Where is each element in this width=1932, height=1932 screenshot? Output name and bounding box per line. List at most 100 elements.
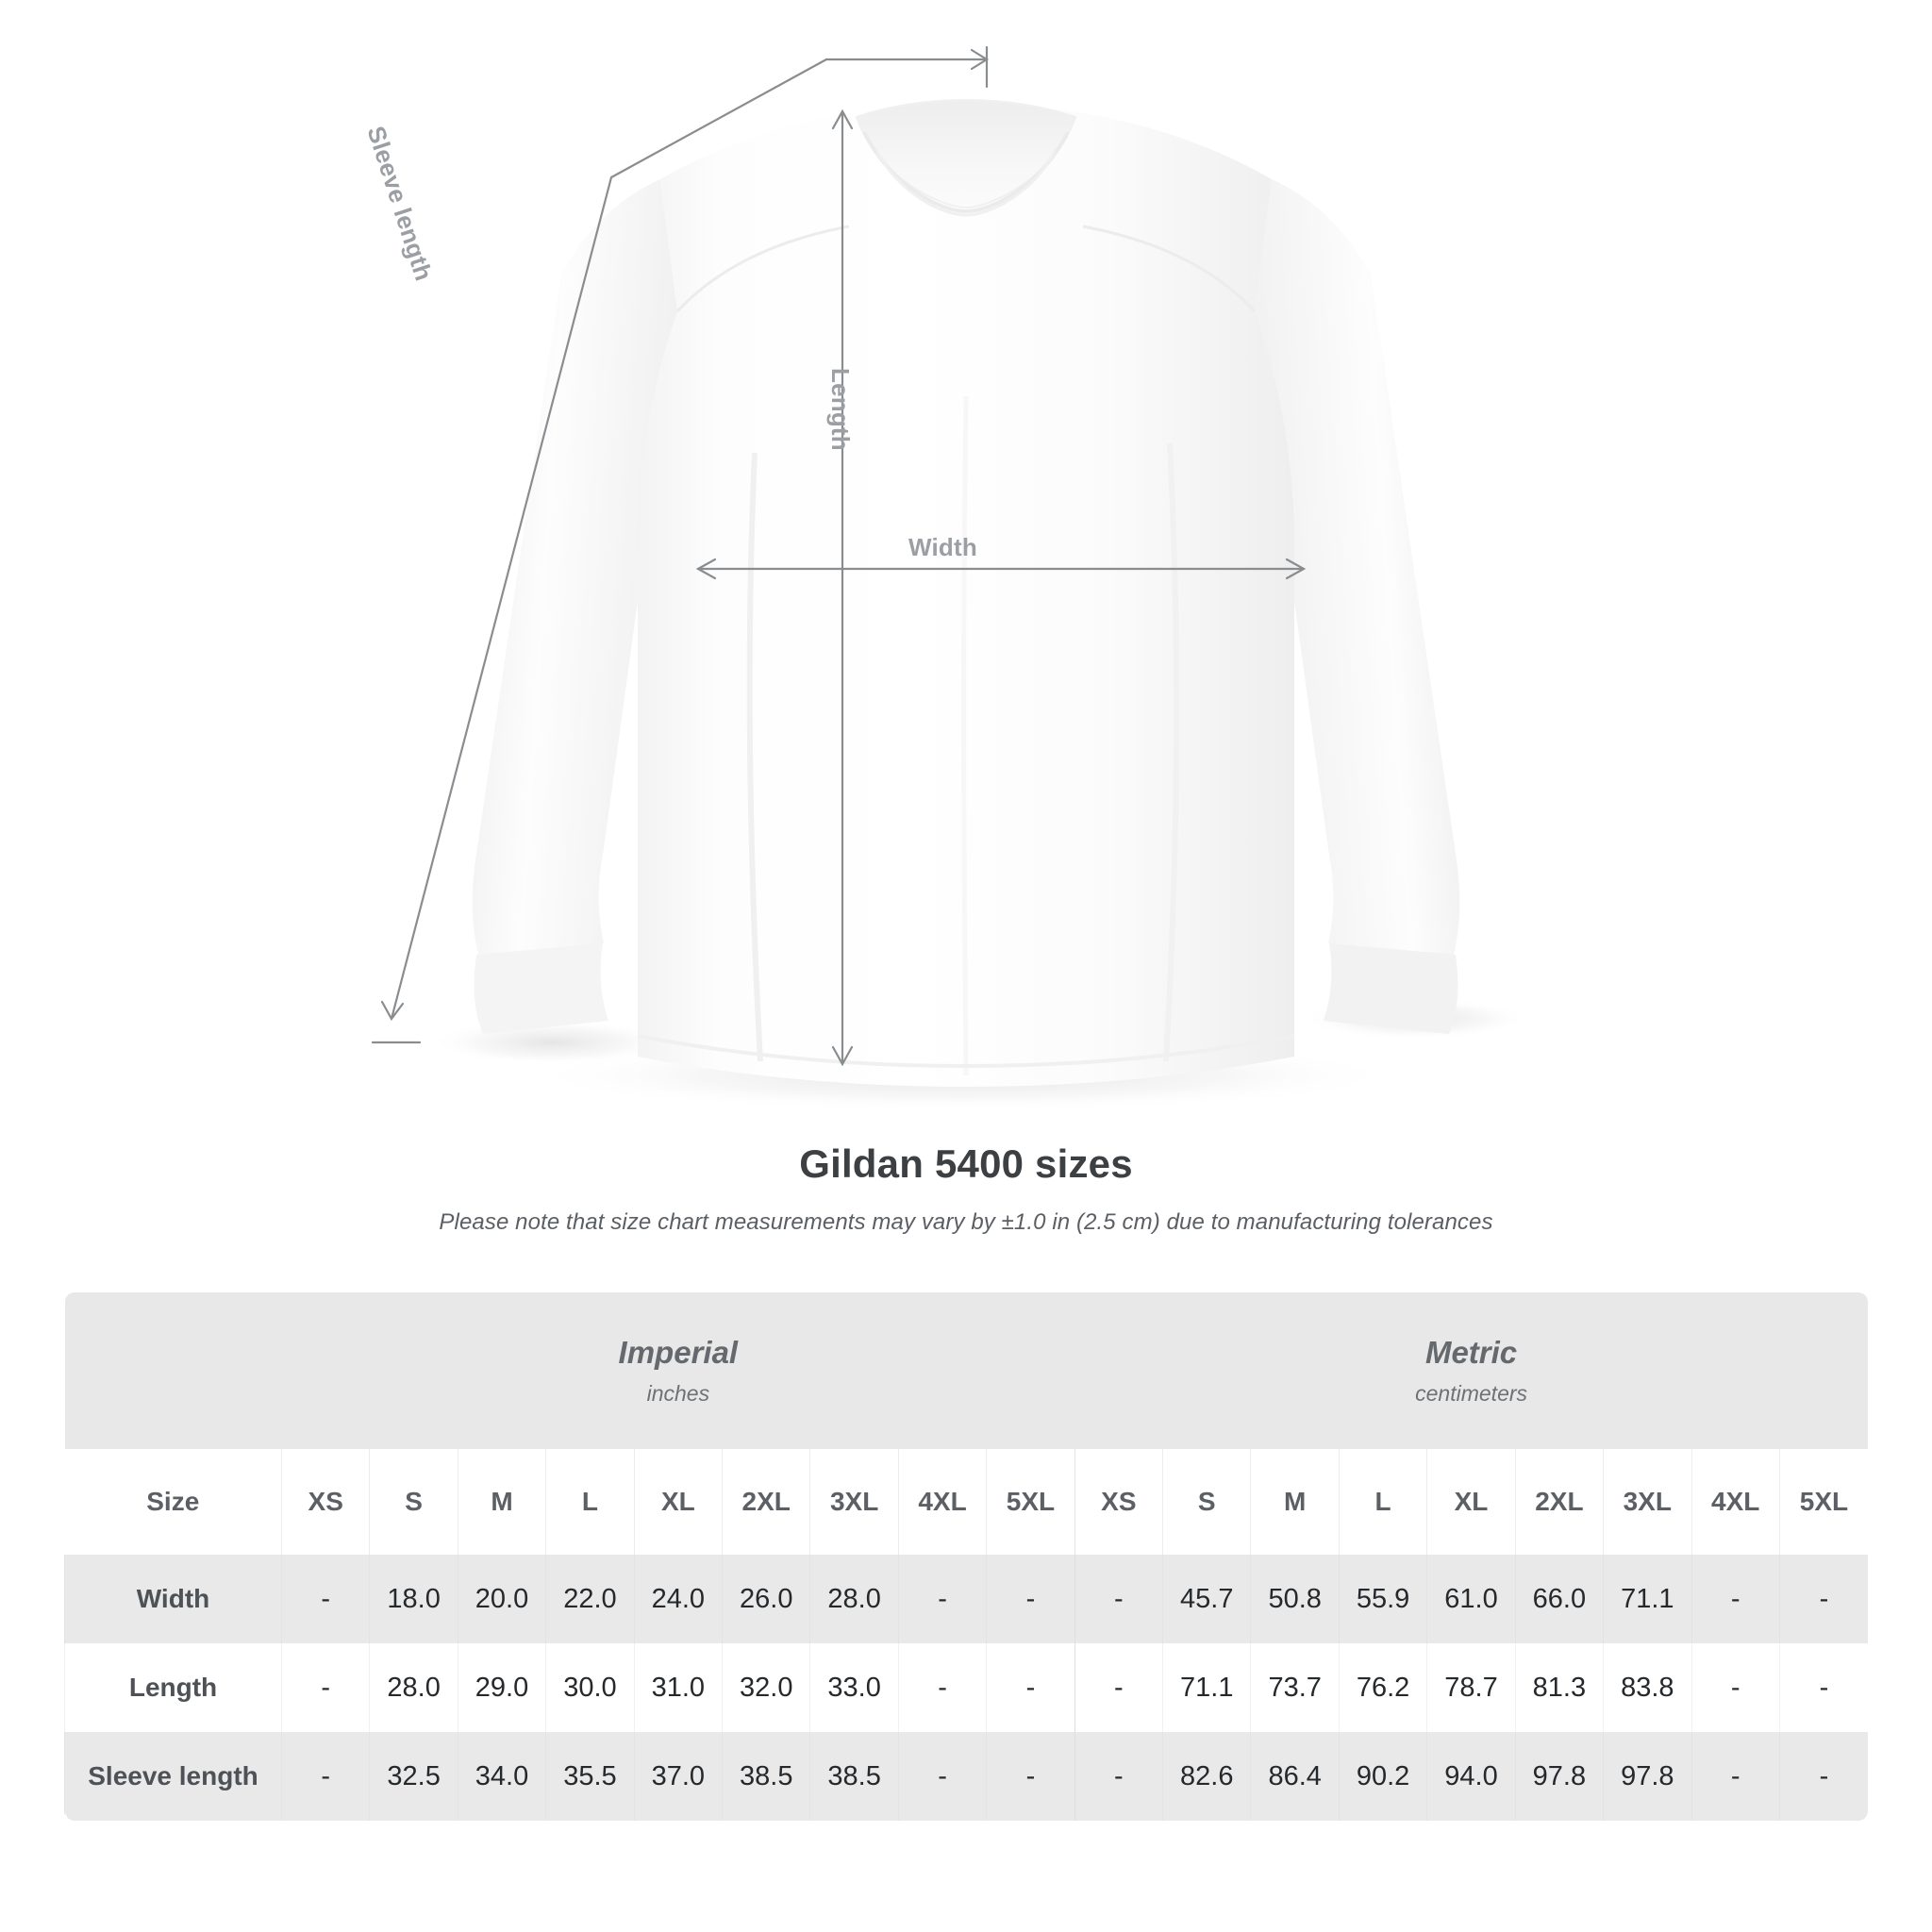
size-header-imperial-4xl: 4XL	[897, 1449, 987, 1555]
cell-imperial-xs: -	[280, 1555, 370, 1643]
cell-imperial-xl: 37.0	[633, 1732, 723, 1821]
cell-imperial-s: 32.5	[369, 1732, 458, 1821]
width-guide	[695, 558, 1307, 580]
size-header-row: Size XS S M L XL 2XL 3XL 4XL 5XL XS S M L XL 2XL 3XL 4XL…	[64, 1449, 1868, 1555]
size-header-metric-l: L	[1338, 1449, 1427, 1555]
unit-banner-spacer	[64, 1292, 282, 1449]
cell-metric-xs: -	[1074, 1555, 1163, 1643]
cell-imperial-l: 22.0	[545, 1555, 635, 1643]
size-header-imperial-5xl: 5XL	[986, 1449, 1075, 1555]
cell-metric-l: 55.9	[1338, 1555, 1427, 1643]
sleeve-guide-diagonal	[390, 58, 828, 1021]
cell-metric-xl: 94.0	[1426, 1732, 1516, 1821]
size-chart-table: Imperial inches Metric centimeters Size …	[64, 1292, 1868, 1821]
cell-metric-s: 71.1	[1162, 1643, 1251, 1732]
size-header-metric-xl: XL	[1426, 1449, 1516, 1555]
cell-imperial-xs: -	[280, 1732, 370, 1821]
cell-imperial-4xl: -	[897, 1732, 987, 1821]
cell-metric-4xl: -	[1690, 1643, 1780, 1732]
cell-imperial-xs: -	[280, 1643, 370, 1732]
cell-imperial-3xl: 28.0	[809, 1555, 899, 1643]
cell-metric-m: 50.8	[1250, 1555, 1340, 1643]
size-header-metric-5xl: 5XL	[1778, 1449, 1868, 1555]
unit-banner-metric: Metric centimeters	[1074, 1292, 1868, 1449]
unit-name-metric: Metric	[1424, 1334, 1518, 1370]
cell-metric-5xl: -	[1778, 1555, 1868, 1643]
heading-block: Gildan 5400 sizes Please note that size …	[0, 1141, 1932, 1236]
table-row: Sleeve length -32.5 34.0 35.5 37.0 38.5 38.5- -…	[64, 1732, 1868, 1821]
cell-metric-m: 86.4	[1250, 1732, 1340, 1821]
cell-imperial-2xl: 26.0	[722, 1555, 810, 1643]
cell-imperial-l: 35.5	[545, 1732, 635, 1821]
cell-metric-m: 73.7	[1250, 1643, 1340, 1732]
cell-metric-2xl: 66.0	[1514, 1555, 1604, 1643]
cell-metric-5xl: -	[1778, 1732, 1868, 1821]
cell-imperial-2xl: 38.5	[722, 1732, 810, 1821]
length-label: Length	[826, 368, 855, 451]
cell-imperial-s: 28.0	[369, 1643, 458, 1732]
cell-metric-l: 76.2	[1338, 1643, 1427, 1732]
table-row: Width -18.0 20.0 22.0 24.0 26.0 28.0- - -45.7 50.…	[64, 1555, 1868, 1643]
unit-banner-imperial: Imperial inches	[281, 1292, 1075, 1449]
cell-metric-4xl: -	[1690, 1555, 1780, 1643]
row-label: Length	[64, 1643, 282, 1732]
cell-imperial-4xl: -	[897, 1555, 987, 1643]
cell-imperial-m: 34.0	[457, 1732, 546, 1821]
cell-imperial-3xl: 33.0	[809, 1643, 899, 1732]
size-header-label: Size	[64, 1449, 282, 1555]
cell-metric-4xl: -	[1690, 1732, 1780, 1821]
cell-metric-3xl: 71.1	[1603, 1555, 1691, 1643]
size-header-imperial-l: L	[545, 1449, 635, 1555]
garment-diagram: Sleeve length Length Width	[361, 45, 1528, 1111]
unit-sub-imperial: inches	[646, 1381, 710, 1407]
unit-name-imperial: Imperial	[618, 1334, 739, 1370]
cell-imperial-5xl: -	[986, 1732, 1075, 1821]
length-guide	[831, 108, 854, 1067]
cell-metric-xs: -	[1074, 1732, 1163, 1821]
cell-imperial-5xl: -	[986, 1555, 1075, 1643]
size-header-metric-xs: XS	[1074, 1449, 1163, 1555]
size-header-metric-2xl: 2XL	[1514, 1449, 1604, 1555]
left-sleeve	[472, 179, 677, 958]
cell-metric-xs: -	[1074, 1643, 1163, 1732]
cell-imperial-m: 29.0	[457, 1643, 546, 1732]
size-header-imperial-2xl: 2XL	[722, 1449, 810, 1555]
page-title: Gildan 5400 sizes	[799, 1141, 1133, 1186]
width-label: Width	[908, 533, 977, 561]
size-header-imperial-xs: XS	[280, 1449, 370, 1555]
size-header-imperial-s: S	[369, 1449, 458, 1555]
cell-metric-s: 82.6	[1162, 1732, 1251, 1821]
cell-metric-3xl: 83.8	[1603, 1643, 1691, 1732]
cell-metric-l: 90.2	[1338, 1732, 1427, 1821]
left-cuff	[474, 943, 608, 1034]
cell-metric-s: 45.7	[1162, 1555, 1251, 1643]
unit-banner-row: Imperial inches Metric centimeters	[64, 1292, 1868, 1449]
cell-metric-xl: 61.0	[1426, 1555, 1516, 1643]
cell-imperial-5xl: -	[986, 1643, 1075, 1732]
cell-metric-2xl: 81.3	[1514, 1643, 1604, 1732]
cell-metric-5xl: -	[1778, 1643, 1868, 1732]
cell-imperial-m: 20.0	[457, 1555, 546, 1643]
size-header-imperial-m: M	[457, 1449, 546, 1555]
cell-imperial-2xl: 32.0	[722, 1643, 810, 1732]
cell-imperial-xl: 24.0	[633, 1555, 723, 1643]
cell-imperial-xl: 31.0	[633, 1643, 723, 1732]
tolerance-note: Please note that size chart measurements…	[439, 1209, 1493, 1235]
row-label: Sleeve length	[64, 1732, 282, 1821]
cell-imperial-3xl: 38.5	[809, 1732, 899, 1821]
size-table-wrapper: Imperial inches Metric centimeters Size …	[64, 1292, 1868, 1821]
size-header-metric-s: S	[1162, 1449, 1251, 1555]
size-header-metric-m: M	[1250, 1449, 1340, 1555]
size-header-imperial-3xl: 3XL	[809, 1449, 899, 1555]
right-sleeve	[1255, 179, 1460, 958]
garment-illustration	[371, 45, 1528, 1111]
cell-imperial-l: 30.0	[545, 1643, 635, 1732]
size-header-metric-3xl: 3XL	[1603, 1449, 1691, 1555]
cell-imperial-4xl: -	[897, 1643, 987, 1732]
size-header-metric-4xl: 4XL	[1690, 1449, 1780, 1555]
cell-metric-3xl: 97.8	[1603, 1732, 1691, 1821]
cell-metric-xl: 78.7	[1426, 1643, 1516, 1732]
cell-imperial-s: 18.0	[369, 1555, 458, 1643]
right-cuff	[1324, 943, 1458, 1034]
